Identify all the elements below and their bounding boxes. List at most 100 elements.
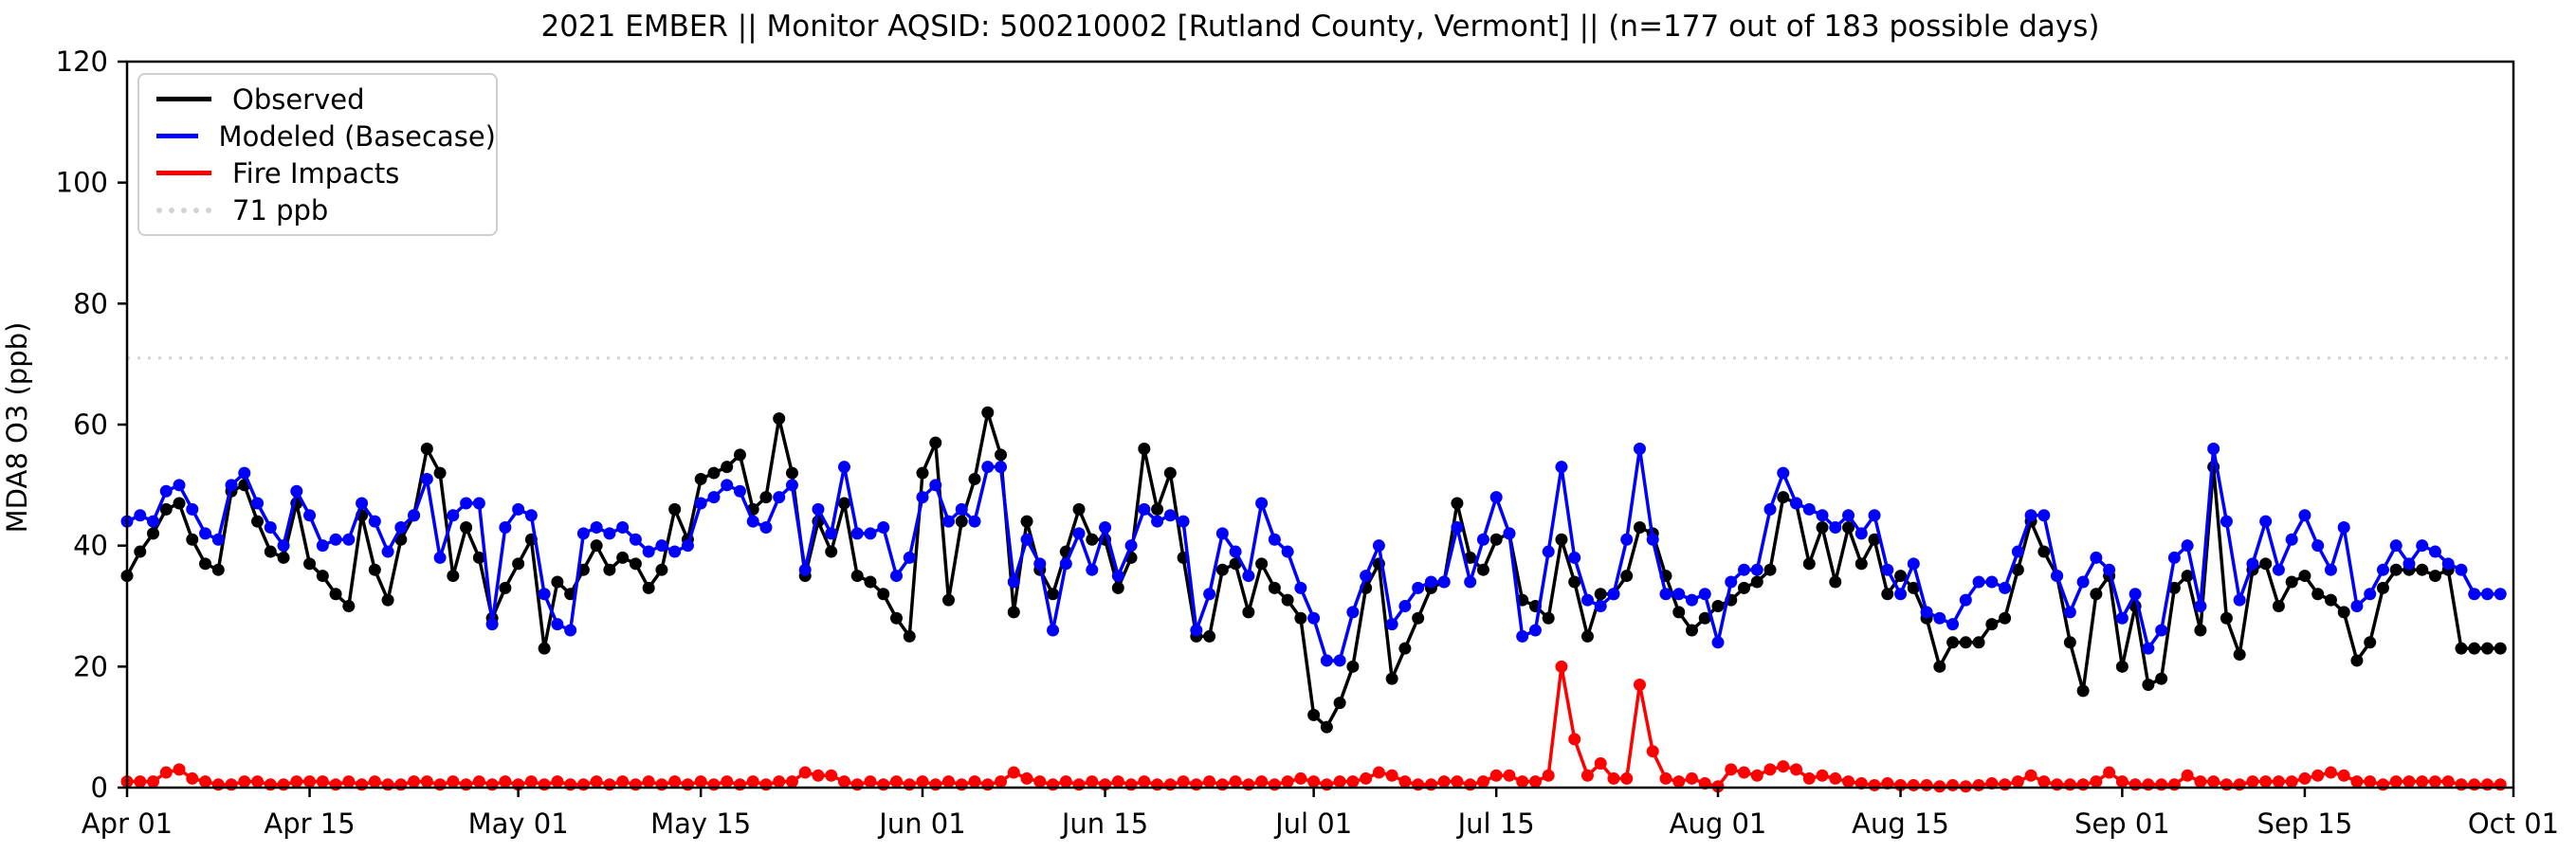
series-marker [2220,611,2233,625]
series-marker [2480,642,2494,655]
series-marker [564,778,577,791]
series-marker [1528,624,1542,637]
series-marker [955,515,968,528]
series-marker [2024,509,2037,522]
series-marker [1750,575,1763,589]
series-marker [812,769,825,782]
series-marker [2167,551,2181,564]
series-marker [1412,581,1425,594]
series-marker [759,521,773,535]
series-marker [981,461,995,474]
series-marker [1685,593,1698,607]
series-marker [603,778,616,791]
series-marker [134,775,147,789]
series-marker [2103,563,2116,576]
series-marker [576,778,590,791]
series-marker [342,775,356,789]
series-marker [707,778,721,791]
series-marker [1750,563,1763,576]
series-marker [1933,660,1946,673]
series-marker [1854,527,1868,540]
series-marker [199,775,212,789]
series-marker [1842,509,1855,522]
series-marker [1346,660,1360,673]
series-marker [1020,515,1033,528]
x-tick-label: Apr 15 [264,808,355,840]
series-marker [1580,593,1594,607]
series-marker [655,539,668,553]
series-marker [2455,642,2468,655]
series-marker [2428,545,2441,558]
series-marker [1999,611,2012,625]
series-marker [1281,545,1294,558]
series-marker [2181,570,2194,583]
series-marker [1398,775,1412,789]
series-marker [1933,780,1946,793]
series-marker [1281,593,1294,607]
series-marker [277,778,290,791]
series-marker [1281,775,1294,789]
series-marker [2298,570,2311,583]
series-marker [2115,775,2128,789]
series-marker [381,593,394,607]
x-tick-label: Jun 01 [877,808,965,840]
series-marker [356,778,369,791]
series-marker [916,775,929,789]
series-marker [1646,533,1659,546]
series-marker [1620,533,1634,546]
series-marker [1999,778,2012,791]
series-marker [916,466,929,480]
series-marker [798,563,812,576]
series-marker [472,551,485,564]
series-marker [394,521,408,535]
series-marker [1972,778,1985,791]
series-marker [825,769,838,782]
series-marker [2233,593,2246,607]
series-marker [564,624,577,637]
series-marker [668,545,682,558]
series-marker [1685,624,1698,637]
series-marker [1385,618,1398,631]
series-marker [590,775,603,789]
series-marker [1007,575,1020,589]
series-marker [603,527,616,540]
series-marker [2142,642,2155,655]
series-marker [2416,775,2429,789]
series-marker [1907,778,1920,791]
series-marker [1020,771,1033,785]
series-marker [1072,778,1086,791]
series-marker [2272,563,2285,576]
series-marker [1777,466,1790,480]
series-marker [499,775,512,789]
series-marker [2037,775,2051,789]
series-marker [186,502,199,516]
series-marker [1868,778,1881,791]
y-tick-label: 20 [73,650,108,682]
series-marker [1738,581,1751,594]
series-marker [251,515,265,528]
series-marker [524,775,538,789]
series-marker [2376,581,2389,594]
series-marker [2128,778,2142,791]
series-marker [1725,575,1738,589]
series-marker [1398,642,1412,655]
series-marker [1555,461,1568,474]
series-marker [1802,557,1816,571]
series-marker [1255,557,1269,571]
series-marker [1959,636,1972,649]
series-marker [1385,672,1398,685]
series-marker [773,412,786,426]
series-marker [1802,771,1816,785]
series-marker [721,775,734,789]
x-tick-label: Jul 01 [1273,808,1352,840]
series-marker [1242,570,1255,583]
x-tick-label: Jul 15 [1456,808,1535,840]
series-marker [1881,563,1894,576]
series-marker [629,533,642,546]
x-tick-label: Aug 15 [1852,808,1949,840]
series-marker [420,443,433,456]
series-marker [2142,778,2155,791]
series-marker [2285,533,2298,546]
series-marker [2480,778,2494,791]
series-marker [2389,563,2402,576]
